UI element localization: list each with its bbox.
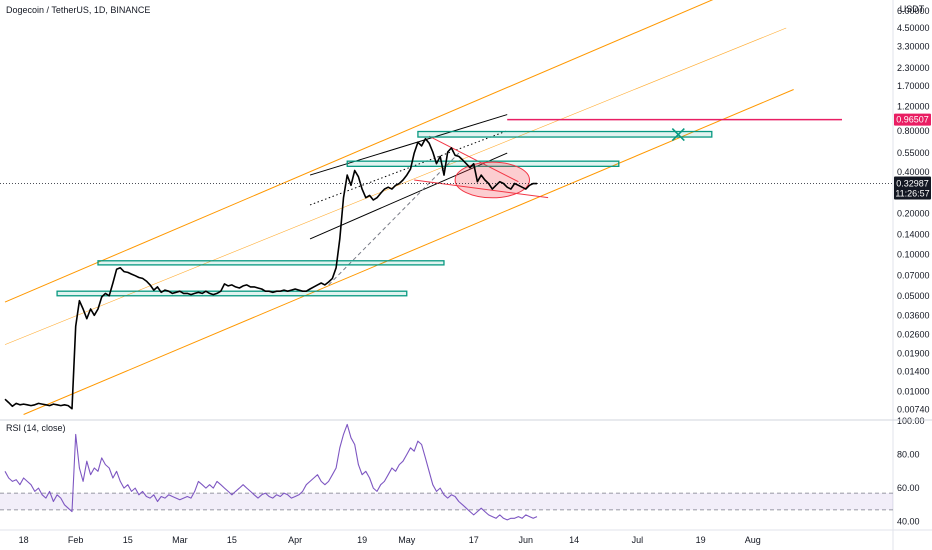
inner-mid-line[interactable]: [309, 130, 508, 206]
rsi-series-line[interactable]: [4, 423, 538, 521]
current-price-label: 0.32987: [896, 178, 929, 188]
countdown-label: 11:26:57: [895, 188, 929, 198]
price-tick-label: 1.20000: [897, 102, 930, 112]
inner-upper-line[interactable]: [309, 114, 508, 176]
rsi-band: [0, 493, 893, 510]
rsi-tick-label: 80.00: [897, 450, 920, 460]
time-tick-label: Jun: [519, 535, 534, 545]
price-tick-label: 3.30000: [897, 41, 930, 51]
wedge-bottom-line[interactable]: [414, 179, 549, 199]
time-axis[interactable]: 18 Feb 15 Mar 15 Apr 19 May 17 Jun 14 Jul 19 Aug: [0, 529, 932, 545]
highlight-level-badge: 0.96507: [894, 113, 931, 126]
time-tick-label: 17: [469, 535, 479, 545]
chart-title: Dogecoin / TetherUS, 1D, BINANCE: [6, 5, 150, 15]
time-tick-label: Mar: [172, 535, 188, 545]
time-tick-label: 15: [227, 535, 237, 545]
dashed-support-line[interactable]: [328, 152, 460, 286]
rsi-label: RSI (14, close): [6, 423, 66, 433]
target-cross-marker[interactable]: [671, 128, 685, 142]
highlight-level-label: 0.96507: [896, 115, 929, 125]
price-tick-label: 0.20000: [897, 208, 930, 218]
price-tick-label: 0.01400: [897, 367, 930, 377]
price-tick-label: 0.40000: [897, 167, 930, 177]
price-tick-label: 0.03600: [897, 310, 930, 320]
price-tick-label: 0.01900: [897, 348, 930, 358]
time-tick-label: 19: [696, 535, 706, 545]
time-tick-label: 18: [19, 535, 29, 545]
channel-upper-line[interactable]: [4, 0, 727, 303]
time-tick-label: Feb: [68, 535, 84, 545]
price-series-line[interactable]: [4, 137, 538, 410]
time-tick-label: 19: [357, 535, 367, 545]
time-tick-label: Jul: [632, 535, 644, 545]
rsi-tick-label: 60.00: [897, 483, 920, 493]
zone-middle[interactable]: [346, 160, 620, 167]
price-tick-label: 0.05000: [897, 291, 930, 301]
price-tick-label: 1.70000: [897, 81, 930, 91]
drawings-layer: [4, 0, 842, 415]
zone-top[interactable]: [417, 130, 713, 138]
rsi-tick-label: 40.00: [897, 517, 920, 527]
highlight-circle[interactable]: [454, 161, 531, 199]
wedge-top-line[interactable]: [428, 135, 519, 183]
price-tick-label: 0.14000: [897, 229, 930, 239]
currency-label: USDT: [900, 4, 925, 14]
price-tick-label: 0.55000: [897, 148, 930, 158]
zone-feb-low[interactable]: [56, 290, 408, 297]
rsi-panel[interactable]: RSI (14, close): [0, 423, 893, 521]
price-tick-label: 0.01000: [897, 387, 930, 397]
price-tick-label: 0.07000: [897, 271, 930, 281]
price-tick-label: 4.50000: [897, 23, 930, 33]
price-tick-label: 0.10000: [897, 250, 930, 260]
time-tick-label: Apr: [288, 535, 302, 545]
price-axis[interactable]: USDT 6.00000 4.50000 3.30000 2.30000 1.70000…: [892, 0, 930, 550]
channel-lower-line[interactable]: [23, 89, 794, 415]
rsi-layer: [0, 423, 893, 521]
zone-feb-high[interactable]: [97, 260, 445, 266]
time-tick-label: May: [398, 535, 416, 545]
price-tick-label: 2.30000: [897, 63, 930, 73]
price-series-layer: [4, 137, 538, 410]
price-tick-label: 6.00000: [897, 6, 930, 16]
time-tick-label: Aug: [745, 535, 761, 545]
time-tick-label: 14: [569, 535, 579, 545]
rsi-tick-label: 100.00: [897, 416, 925, 426]
time-tick-label: 15: [123, 535, 133, 545]
price-tick-label: 0.00740: [897, 404, 930, 414]
price-tick-label: 0.80000: [897, 126, 930, 136]
price-tick-label: 0.02600: [897, 330, 930, 340]
